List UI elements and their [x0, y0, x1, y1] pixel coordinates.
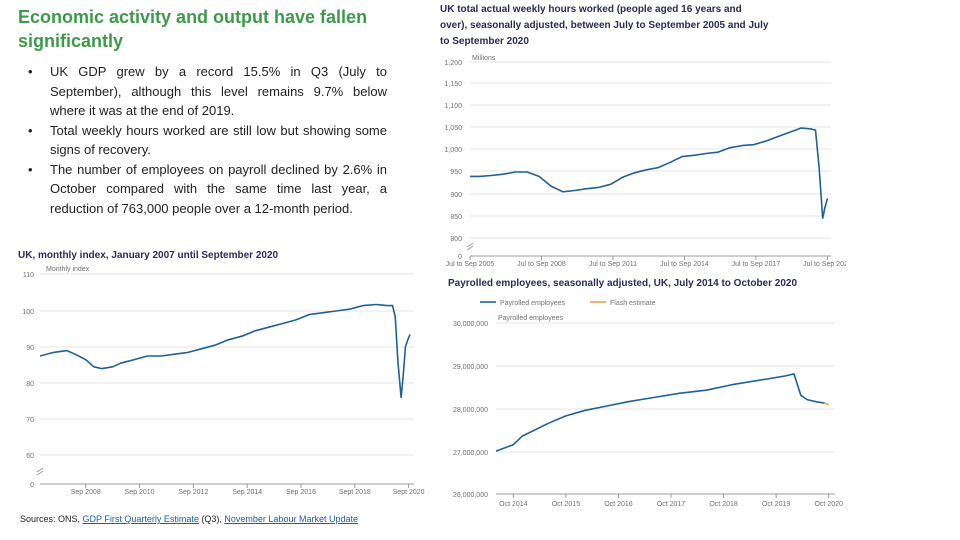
payroll-x-tick-label: Oct 2015 [552, 501, 581, 508]
gdp-x-tick-label: Sep 2012 [178, 489, 208, 496]
hours-chart: 0 800 850 900 950 1,000 1,050 1,100 1,150 1,200 Ju… [444, 55, 846, 268]
payroll-y-tick-label: 29,000,000 [453, 364, 488, 371]
gdp-x-tick-label: Sept 2018 [339, 489, 371, 496]
hours-y-tick-label: 1,050 [444, 125, 462, 132]
bullet-gdp-text: UK GDP grew by a record 15.5% in Q3 (Jul… [50, 64, 387, 118]
payroll-x-tick-label: Oct 2017 [657, 501, 686, 508]
gdp-x-tick-label: Sep 2008 [71, 489, 101, 496]
payroll-legend-label: Payrolled employees [500, 300, 565, 307]
gdp-x-tick-label: Sep 2016 [286, 489, 316, 496]
hours-y-tick-label: 850 [450, 214, 462, 221]
gdp-y-tick-label: 100 [22, 309, 34, 316]
gdp-axis-break [36, 467, 44, 476]
gdp-y-tick-label: 70 [26, 417, 34, 424]
gdp-y-tick-label: 110 [23, 272, 34, 279]
gdp-estimate-link[interactable]: GDP First Quarterly Estimate [82, 514, 199, 524]
hours-y-tick-label: 1,000 [444, 147, 462, 154]
payroll-y-axis-label: Payrolled employees [498, 315, 563, 322]
hours-y-tick-label: 1,150 [444, 81, 462, 88]
bullet-payroll: • The number of employees on payroll decl… [28, 161, 387, 216]
hours-y-tick-label: 900 [450, 192, 462, 199]
hours-x-tick-label: Jul to Sep 2017 [732, 261, 781, 268]
labour-market-link[interactable]: November Labour Market Update [224, 514, 358, 524]
hours-x-tick-label: Jul to Sep 2005 [446, 261, 495, 268]
source-note: Sources: ONS, GDP First Quarterly Estima… [20, 514, 358, 524]
source-mid: (Q3), [198, 514, 225, 524]
gdp-y-axis-label: Monthly index [46, 266, 90, 273]
hours-y-tick-label: 1,200 [444, 60, 462, 67]
gdp-x-tick-label: Sep 2010 [125, 489, 155, 496]
hours-x-tick-label: Jul to Sep 2014 [660, 261, 709, 268]
gdp-chart-title: UK, monthly index, January 2007 until Se… [18, 250, 279, 261]
payroll-y-tick-label: 28,000,000 [453, 407, 488, 414]
payroll-x-tick-label: Oct 2020 [814, 501, 843, 508]
gdp-y-tick-label: 90 [26, 345, 34, 352]
gdp-y-tick-label: 80 [26, 381, 34, 388]
payroll-x-tick-label: Oct 2019 [762, 501, 791, 508]
hours-axis-break [466, 242, 474, 251]
bullet-hours-text: Total weekly hours worked are still low … [50, 122, 387, 158]
hours-x-tick-label: Jul to Sep 2011 [589, 261, 637, 268]
gdp-series-line-0 [39, 303, 411, 399]
hours-y-tick-label: 950 [450, 169, 462, 176]
hours-y-axis-label: Millions [472, 55, 496, 62]
hours-x-tick-label: Jul to Sep 2020 [803, 261, 846, 268]
source-prefix: Sources: ONS, [20, 514, 83, 524]
payroll-y-tick-label: 27,000,000 [453, 450, 488, 457]
hours-chart-title: UK total actual weekly hours worked (peo… [440, 4, 769, 47]
payroll-legend-label: Flash estimate [610, 300, 656, 307]
payroll-series-line-1 [824, 402, 830, 406]
bullet-payroll-text: The number of employees on payroll decli… [50, 161, 387, 216]
gdp-y-tick-label: 0 [30, 482, 34, 489]
bullet-list: • UK GDP grew by a record 15.5% in Q3 (Ju… [22, 62, 387, 218]
gdp-x-tick-label: Sept 2020 [393, 489, 425, 496]
gdp-x-tick-label: Sep 2014 [232, 489, 262, 496]
hours-y-tick-label: 1,100 [444, 103, 462, 110]
hours-x-tick-label: Jul to Sep 2008 [517, 261, 566, 268]
payroll-chart-title: Payrolled employees, seasonally adjusted… [448, 278, 798, 289]
hours-y-tick-label: 800 [450, 236, 462, 243]
slide-title: Economic activity and output have fallen… [18, 7, 368, 51]
payroll-x-tick-label: Oct 2018 [709, 501, 738, 508]
hours-y-tick-label: 0 [458, 254, 462, 261]
payroll-y-tick-label: 30,000,000 [453, 321, 488, 328]
hours-series-line-0 [470, 127, 829, 219]
bullet-gdp: • UK GDP grew by a record 15.5% in Q3 (Ju… [28, 64, 387, 118]
bullet-hours: • Total weekly hours worked are still low… [28, 122, 387, 158]
payroll-chart: 26,000,000 27,000,000 28,000,000 29,000,000… [453, 300, 843, 508]
payroll-x-tick-label: Oct 2014 [499, 501, 528, 508]
payroll-x-tick-label: Oct 2016 [604, 501, 633, 508]
payroll-series-line-0 [495, 373, 825, 452]
payroll-y-tick-label: 26,000,000 [453, 492, 488, 499]
gdp-chart: 0 60 70 80 90 100 110 Sep 2008 Sep 2010 Sep 2012 S… [22, 266, 425, 496]
gdp-y-tick-label: 60 [26, 453, 34, 460]
